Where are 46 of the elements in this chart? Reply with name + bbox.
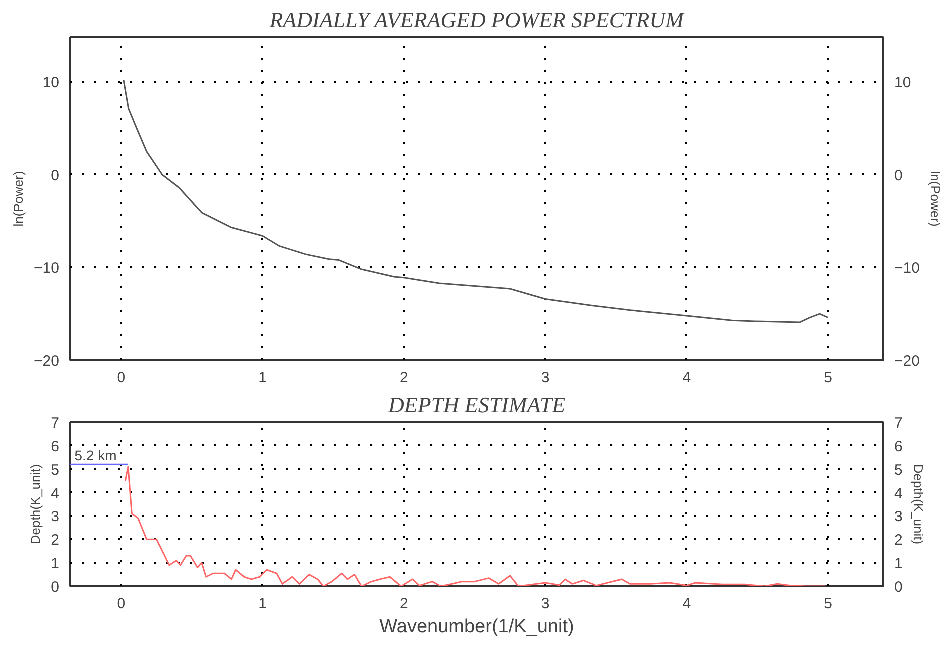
- y-tick-label: −20: [34, 353, 60, 370]
- x-tick-label: 0: [117, 370, 126, 386]
- chart-title: DEPTH ESTIMATE: [387, 392, 566, 418]
- x-axis-title: Wavenumber(1/K_unit): [380, 616, 574, 638]
- annotation: 5.2 km: [74, 448, 117, 464]
- y2-tick-label: 0: [894, 579, 903, 596]
- y2-tick-label: 2: [894, 532, 903, 550]
- y2-tick-label: 7: [894, 415, 903, 432]
- x-tick-label: 4: [682, 370, 692, 386]
- x-tick-label: 2: [400, 370, 408, 386]
- chart-title: RADIALLY AVERAGED POWER SPECTRUM: [268, 8, 686, 32]
- y-tick-label: 2: [51, 532, 60, 550]
- line-series: [124, 466, 826, 586]
- y2-tick-label: 4: [894, 485, 903, 502]
- y-tick-label: 4: [51, 485, 60, 502]
- line-series: [123, 79, 830, 324]
- x-tick-label: 5: [824, 370, 833, 386]
- y-tick-label: 6: [51, 438, 60, 456]
- y2-tick-label: −20: [894, 353, 920, 370]
- y-tick-label: 7: [51, 415, 60, 432]
- y2-axis-title: Depth(K_unit): [910, 464, 926, 545]
- x-tick-label: 1: [258, 596, 267, 612]
- y2-tick-label: 3: [894, 508, 903, 526]
- y2-axis-title: ln(Power): [928, 171, 943, 227]
- x-tick-label: 3: [541, 370, 550, 386]
- y2-tick-label: 1: [894, 556, 903, 573]
- x-tick-label: 4: [682, 596, 692, 612]
- x-tick-label: 1: [258, 370, 267, 386]
- y-tick-label: 0: [51, 167, 60, 184]
- x-tick-label: 3: [541, 596, 550, 612]
- y-tick-label: 3: [51, 508, 60, 526]
- y-tick-label: 5: [51, 462, 60, 479]
- y-tick-label: 10: [42, 74, 60, 92]
- y-axis-title: Depth(K_unit): [28, 464, 44, 545]
- y2-tick-label: 0: [894, 167, 903, 184]
- y2-tick-label: −10: [894, 260, 920, 278]
- x-tick-label: 2: [400, 596, 408, 612]
- y-axis-title: ln(Power): [11, 171, 26, 227]
- y-tick-label: 0: [51, 579, 60, 596]
- y2-tick-label: 6: [894, 438, 903, 456]
- y2-tick-label: 10: [894, 74, 912, 92]
- x-tick-label: 5: [824, 596, 833, 612]
- y2-tick-label: 5: [894, 462, 903, 479]
- y-tick-label: −10: [34, 260, 60, 278]
- x-tick-label: 0: [117, 596, 126, 612]
- y-tick-label: 1: [51, 556, 60, 573]
